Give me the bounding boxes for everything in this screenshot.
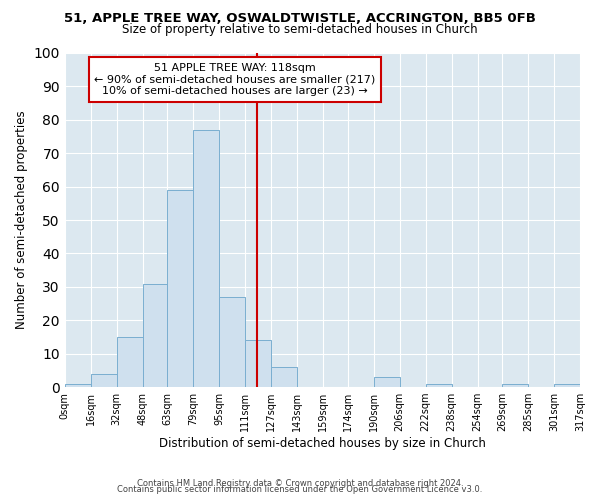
Bar bbox=[219, 297, 245, 387]
Text: 51 APPLE TREE WAY: 118sqm
← 90% of semi-detached houses are smaller (217)
10% of: 51 APPLE TREE WAY: 118sqm ← 90% of semi-… bbox=[94, 63, 376, 96]
Bar bbox=[245, 340, 271, 387]
Bar bbox=[167, 190, 193, 387]
Bar bbox=[502, 384, 528, 387]
X-axis label: Distribution of semi-detached houses by size in Church: Distribution of semi-detached houses by … bbox=[159, 437, 486, 450]
Bar bbox=[374, 377, 400, 387]
Bar bbox=[554, 384, 580, 387]
Bar bbox=[65, 384, 91, 387]
Text: Contains public sector information licensed under the Open Government Licence v3: Contains public sector information licen… bbox=[118, 485, 482, 494]
Text: Contains HM Land Registry data © Crown copyright and database right 2024.: Contains HM Land Registry data © Crown c… bbox=[137, 478, 463, 488]
Text: 51, APPLE TREE WAY, OSWALDTWISTLE, ACCRINGTON, BB5 0FB: 51, APPLE TREE WAY, OSWALDTWISTLE, ACCRI… bbox=[64, 12, 536, 26]
Bar bbox=[271, 367, 297, 387]
Bar bbox=[425, 384, 452, 387]
Bar bbox=[91, 374, 117, 387]
Text: Size of property relative to semi-detached houses in Church: Size of property relative to semi-detach… bbox=[122, 22, 478, 36]
Bar bbox=[117, 337, 143, 387]
Bar bbox=[193, 130, 219, 387]
Bar bbox=[143, 284, 167, 387]
Y-axis label: Number of semi-detached properties: Number of semi-detached properties bbox=[15, 110, 28, 330]
